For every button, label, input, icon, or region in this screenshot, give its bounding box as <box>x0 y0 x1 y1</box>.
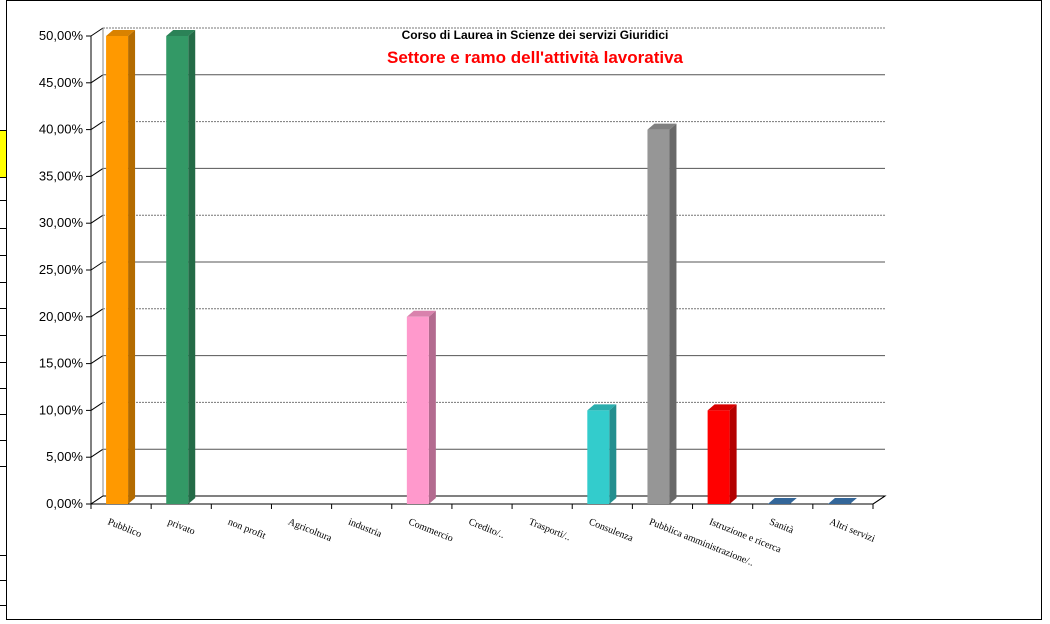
bar-side <box>729 404 737 504</box>
x-tick-label: Sanità <box>768 517 796 537</box>
axis-depth-tick <box>90 401 104 411</box>
x-tick-label: Pubblica amministrazione/.. <box>647 517 755 569</box>
bar <box>406 316 429 504</box>
chart-floor <box>89 495 887 505</box>
x-tick-label: Commercio <box>407 517 455 545</box>
left-edge-tick <box>0 335 6 336</box>
bar-side <box>609 404 617 504</box>
left-edge-tick <box>0 414 6 415</box>
bar-side <box>669 123 677 504</box>
x-tick-label: industria <box>347 517 384 541</box>
y-tick-label: 15,00% <box>39 356 84 371</box>
x-tick-label: non profit <box>226 517 267 542</box>
y-tick-label: 25,00% <box>39 262 84 277</box>
x-tick-label: Trasporti/.. <box>527 517 572 544</box>
y-tick-label: 20,00% <box>39 309 84 324</box>
x-tick-label: privato <box>166 517 196 538</box>
axis-depth-tick <box>90 448 104 458</box>
y-tick-label: 5,00% <box>46 449 83 464</box>
left-edge-strip <box>0 0 6 624</box>
bar <box>106 36 129 504</box>
bar-top <box>406 310 436 317</box>
bar-top <box>587 404 617 411</box>
chart-subtitle: Settore e ramo dell'attività lavorativa <box>387 48 684 67</box>
bar-side <box>128 30 136 504</box>
y-tick-label: 50,00% <box>39 28 84 43</box>
left-edge-tick <box>0 228 6 229</box>
y-tick-label: 40,00% <box>39 122 84 137</box>
bar-top <box>707 404 737 411</box>
left-edge-tick <box>0 282 6 283</box>
y-tick-label: 35,00% <box>39 168 84 183</box>
y-tick-label: 10,00% <box>39 402 84 417</box>
left-edge-tick <box>0 580 6 581</box>
x-tick-label: Credito/.. <box>467 517 506 541</box>
axis-depth-tick <box>90 74 104 84</box>
axis-depth-tick <box>90 167 104 177</box>
bar-side <box>428 310 436 504</box>
y-tick-label: 45,00% <box>39 75 84 90</box>
floor-edge <box>872 495 886 505</box>
left-edge-yellow-cell <box>0 130 6 178</box>
bar <box>707 410 730 504</box>
left-edge-tick <box>0 308 6 309</box>
y-tick-label: 30,00% <box>39 215 84 230</box>
bar-chart: 0,00% 5,00% 10,00% 15,00% 20,00% 25,00% 30,00%… <box>39 27 887 569</box>
x-tick-label: Altri servizi <box>828 517 877 545</box>
bar <box>587 410 610 504</box>
chart-frame: 0,00% 5,00% 10,00% 15,00% 20,00% 25,00% 30,00%… <box>6 0 1042 620</box>
bar-zero <box>767 498 797 504</box>
axis-depth-tick <box>90 355 104 365</box>
bar-top <box>166 30 196 36</box>
x-tick-label: Pubblico <box>106 517 143 541</box>
axis-depth-tick <box>90 121 104 131</box>
bar-top <box>647 123 677 130</box>
left-edge-tick <box>0 605 6 606</box>
bar-side <box>188 30 196 504</box>
axis-depth-tick <box>90 214 104 224</box>
bar <box>647 129 670 504</box>
left-edge-tick <box>0 362 6 363</box>
left-edge-tick <box>0 555 6 556</box>
x-tick-label: Consulenza <box>587 517 635 545</box>
axis-depth-tick <box>90 27 104 37</box>
axis-depth-tick <box>90 261 104 271</box>
left-edge-tick <box>0 388 6 389</box>
axis-depth-tick <box>90 308 104 318</box>
bar <box>166 36 189 504</box>
x-tick-label: Agricoltura <box>286 517 333 545</box>
left-edge-tick <box>0 200 6 201</box>
bar-top <box>106 30 136 36</box>
left-edge-tick <box>0 440 6 441</box>
left-edge-tick <box>0 255 6 256</box>
bar-zero <box>827 498 857 504</box>
y-tick-label: 0,00% <box>46 496 83 511</box>
chart-title: Corso di Laurea in Scienze dei servizi G… <box>402 28 669 42</box>
left-edge-tick <box>0 466 6 467</box>
